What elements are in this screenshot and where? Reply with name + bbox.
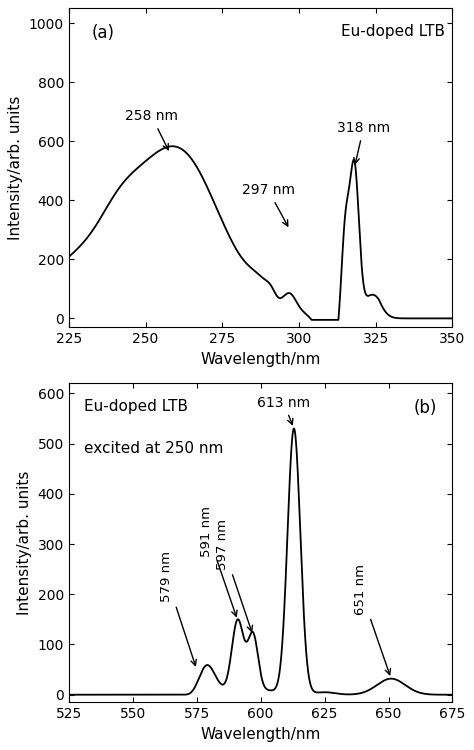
Text: 613 nm: 613 nm: [257, 396, 310, 424]
X-axis label: Wavelength/nm: Wavelength/nm: [201, 352, 321, 367]
Text: 579 nm: 579 nm: [160, 550, 196, 665]
Y-axis label: Intensity/arb. units: Intensity/arb. units: [17, 470, 32, 615]
Text: 318 nm: 318 nm: [337, 122, 390, 164]
Text: excited at 250 nm: excited at 250 nm: [84, 441, 224, 456]
Text: Eu-doped LTB: Eu-doped LTB: [341, 24, 445, 39]
Text: (a): (a): [92, 24, 115, 42]
Text: 591 nm: 591 nm: [201, 506, 237, 616]
Text: 258 nm: 258 nm: [125, 110, 178, 150]
X-axis label: Wavelength/nm: Wavelength/nm: [201, 727, 321, 742]
Text: (b): (b): [414, 399, 437, 417]
Text: Eu-doped LTB: Eu-doped LTB: [84, 399, 188, 414]
Text: 297 nm: 297 nm: [242, 183, 295, 226]
Y-axis label: Intensity/arb. units: Intensity/arb. units: [9, 95, 23, 240]
Text: 651 nm: 651 nm: [354, 564, 391, 674]
Text: 597 nm: 597 nm: [216, 519, 253, 632]
